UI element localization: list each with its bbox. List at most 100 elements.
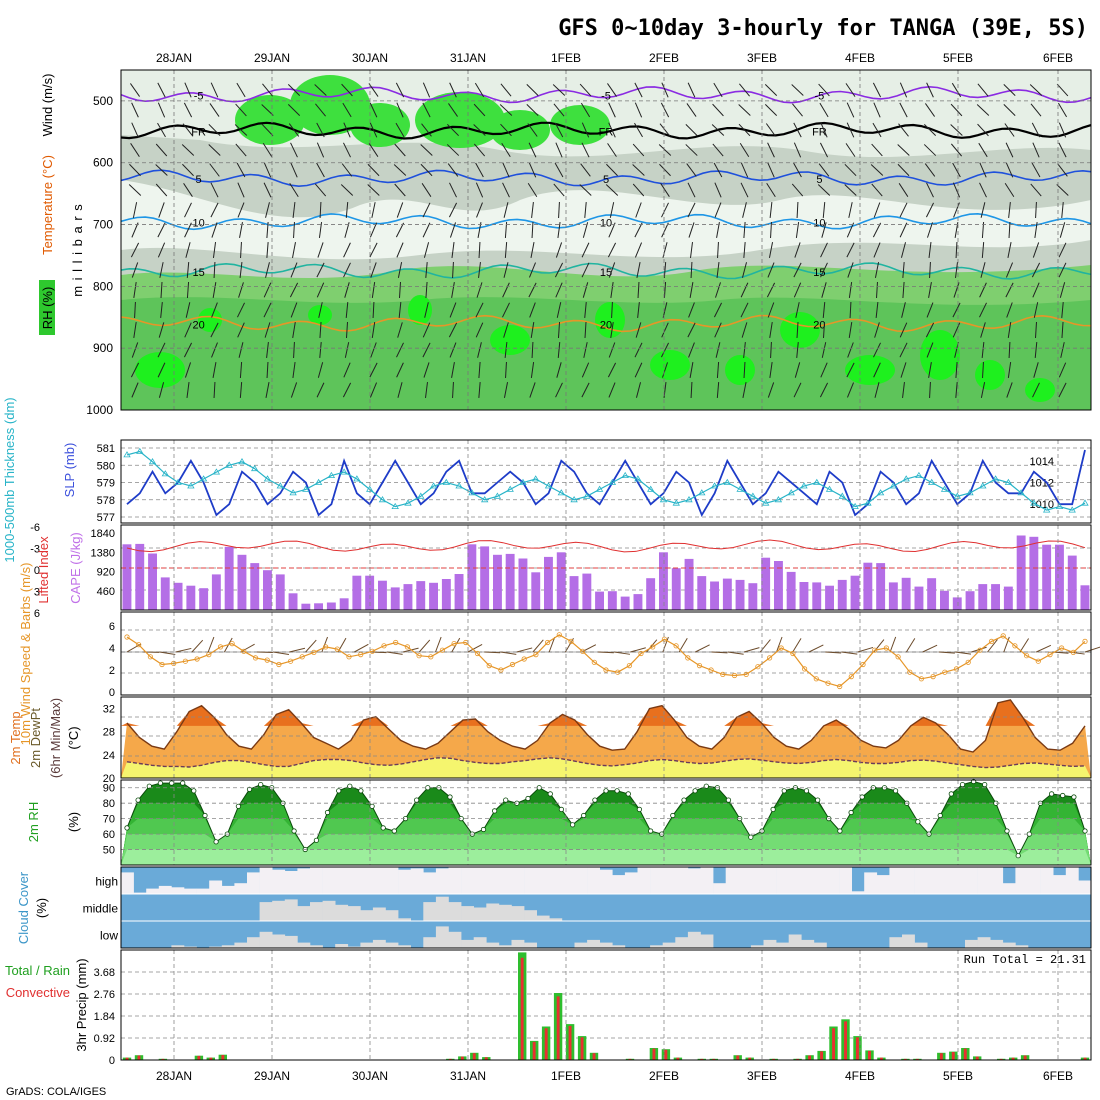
thickness-line bbox=[126, 450, 1086, 511]
upper-barb bbox=[341, 163, 353, 177]
thickness-marker bbox=[851, 502, 859, 509]
thickness-marker bbox=[979, 482, 987, 489]
cloud-high-clear bbox=[146, 888, 160, 894]
cloud-high-clear bbox=[486, 867, 500, 894]
rh-moist-layer-2 bbox=[121, 297, 1091, 410]
cape-bar bbox=[850, 575, 860, 610]
precip-conv-bar bbox=[628, 1058, 632, 1060]
upper-barb bbox=[743, 361, 746, 379]
upper-barb bbox=[605, 184, 619, 196]
upper-barb bbox=[583, 342, 588, 358]
slp-line bbox=[126, 449, 1086, 518]
upper-barb bbox=[369, 242, 378, 258]
wind10m-barb bbox=[630, 647, 646, 653]
upper-barb bbox=[1060, 342, 1065, 358]
upper-barb bbox=[740, 282, 749, 298]
cape-bar bbox=[748, 583, 758, 610]
precip-conv-bar bbox=[868, 1050, 871, 1060]
cloud-middle-bar bbox=[486, 903, 500, 922]
isotherm--5 bbox=[121, 85, 1091, 104]
cloud-low-bar bbox=[889, 937, 903, 948]
cloud-high-clear bbox=[826, 867, 840, 894]
upper-barb bbox=[369, 382, 378, 398]
thickness-marker bbox=[698, 489, 706, 496]
wind10m-marker bbox=[264, 657, 270, 663]
upper-barb bbox=[132, 202, 138, 218]
upper-barb bbox=[1030, 103, 1042, 117]
cape-bar bbox=[710, 581, 719, 610]
cape-bar bbox=[403, 584, 413, 610]
cape-bar bbox=[199, 588, 209, 610]
upper-barb bbox=[422, 102, 431, 118]
rh-marker bbox=[213, 839, 219, 845]
rh-tick-60: 60 bbox=[103, 829, 115, 841]
rh-marker bbox=[748, 834, 754, 840]
isotherm-label-20-2: 20 bbox=[813, 319, 825, 331]
wind10m-barb bbox=[207, 636, 215, 653]
wind10m-barb bbox=[987, 639, 998, 653]
upper-barb bbox=[849, 301, 852, 319]
upper-barb bbox=[766, 282, 776, 298]
upper-barb bbox=[1058, 122, 1067, 138]
wind10m-barb bbox=[841, 651, 858, 655]
rh-marker bbox=[324, 809, 331, 816]
wind10m-marker bbox=[895, 654, 901, 660]
upper-barb bbox=[716, 261, 720, 279]
upper-barb bbox=[502, 282, 510, 298]
upper-barb bbox=[1005, 162, 1014, 178]
isotherm-label--5-2: -5 bbox=[815, 91, 825, 103]
wind10m-marker bbox=[603, 667, 609, 673]
wind10m-marker bbox=[334, 646, 340, 652]
precip-conv-bar bbox=[676, 1057, 680, 1060]
cape-bar bbox=[582, 573, 592, 610]
upper-barb bbox=[210, 182, 219, 198]
upper-barb bbox=[293, 221, 295, 239]
wind10m-line bbox=[126, 634, 1086, 688]
upper-barb bbox=[1031, 122, 1041, 138]
precip-conv-bar bbox=[748, 1057, 752, 1060]
upper-barb bbox=[130, 242, 140, 258]
upper-barb bbox=[425, 382, 428, 398]
cloud-high-clear bbox=[372, 867, 386, 894]
rh-marker bbox=[480, 826, 487, 833]
cloud-middle-bar bbox=[310, 902, 323, 921]
upper-barb bbox=[371, 282, 376, 298]
cloud-middle-bar bbox=[360, 910, 374, 921]
precip-conv-bar bbox=[796, 1058, 800, 1060]
upper-barb bbox=[129, 163, 141, 177]
cloud-high-clear bbox=[448, 867, 462, 894]
upper-barb bbox=[369, 102, 378, 118]
wind10m-marker bbox=[790, 650, 796, 657]
cape-ylabel: CAPE (J/kg) bbox=[68, 532, 83, 604]
wind10m-marker bbox=[883, 645, 890, 651]
upper-barb bbox=[950, 143, 963, 157]
thickness-marker bbox=[1042, 506, 1051, 513]
cape-bar bbox=[135, 543, 145, 610]
upper-barb bbox=[955, 361, 958, 379]
wind10m-marker bbox=[801, 666, 808, 672]
upper-barb bbox=[765, 123, 777, 137]
rh-cell-6 bbox=[650, 350, 690, 380]
top-date-31JAN: 31JAN bbox=[450, 51, 486, 65]
upper-barb bbox=[263, 182, 272, 198]
cloud-high-clear bbox=[788, 867, 802, 894]
upper-barb bbox=[345, 301, 349, 319]
upper-barb bbox=[634, 242, 643, 258]
wind10m-barb bbox=[808, 644, 824, 653]
cloud-high-clear bbox=[536, 867, 550, 894]
rh-marker bbox=[703, 783, 709, 789]
upper-barb bbox=[396, 342, 404, 358]
precip-conv-bar bbox=[951, 1052, 955, 1060]
cloud-high-clear bbox=[133, 892, 147, 894]
upper-barb bbox=[923, 144, 937, 156]
upper-barb bbox=[925, 322, 935, 338]
upper-barb bbox=[1059, 282, 1066, 298]
upper-barb bbox=[741, 322, 748, 338]
upper-barb bbox=[818, 163, 830, 177]
upper-barb bbox=[343, 262, 351, 278]
cape-bar bbox=[952, 597, 962, 610]
isotherm-label-15-0: 15 bbox=[192, 267, 204, 279]
rh2m-panel: 90 80 70 60 50 2m RH (%) bbox=[26, 778, 1092, 866]
upper-barb bbox=[131, 102, 139, 118]
upper-barb bbox=[293, 341, 295, 359]
